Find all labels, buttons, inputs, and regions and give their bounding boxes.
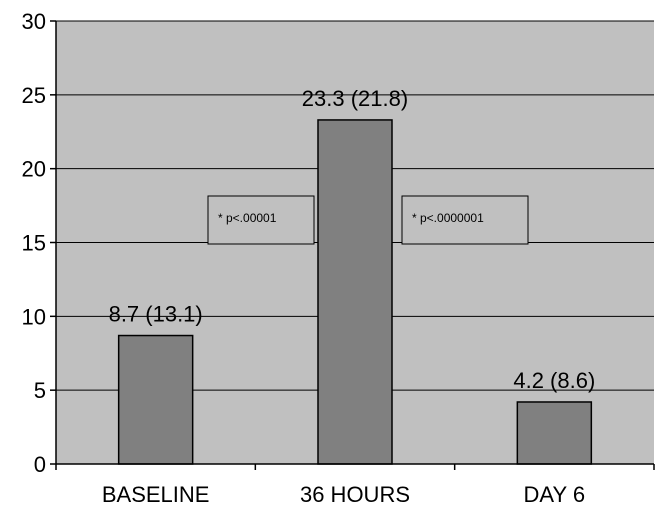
bar xyxy=(516,401,593,465)
bar xyxy=(117,334,194,465)
x-category-label: DAY 6 xyxy=(524,482,586,507)
y-axis-ticks: 0 5 10 15 20 25 30 xyxy=(22,9,56,477)
x-axis-ticks: BASELINE 36 HOURS DAY 6 xyxy=(55,464,655,507)
annotation-box-2: * p<.0000001 xyxy=(401,195,529,245)
y-tick-label: 0 xyxy=(34,452,46,477)
y-tick-label: 30 xyxy=(22,9,46,34)
y-tick-label: 20 xyxy=(22,157,46,182)
bar-data-label: 8.7 (13.1) xyxy=(109,302,203,327)
bar-data-label: 23.3 (21.8) xyxy=(302,86,408,111)
y-tick-label: 25 xyxy=(22,83,46,108)
bars xyxy=(117,119,593,465)
annotation-text-2: * p<.0000001 xyxy=(412,211,484,225)
annotation-box-1: * p<.00001 xyxy=(207,195,315,245)
y-tick-label: 10 xyxy=(22,304,46,329)
annotation-text-1: * p<.00001 xyxy=(218,211,277,225)
bar xyxy=(317,119,393,465)
y-tick-label: 5 xyxy=(34,378,46,403)
x-category-label: BASELINE xyxy=(102,482,210,507)
x-category-label: 36 HOURS xyxy=(300,482,410,507)
y-tick-label: 15 xyxy=(22,231,46,256)
data-labels: 8.7 (13.1) 23.3 (21.8) 4.2 (8.6) xyxy=(109,86,596,393)
bar-data-label: 4.2 (8.6) xyxy=(513,368,595,393)
